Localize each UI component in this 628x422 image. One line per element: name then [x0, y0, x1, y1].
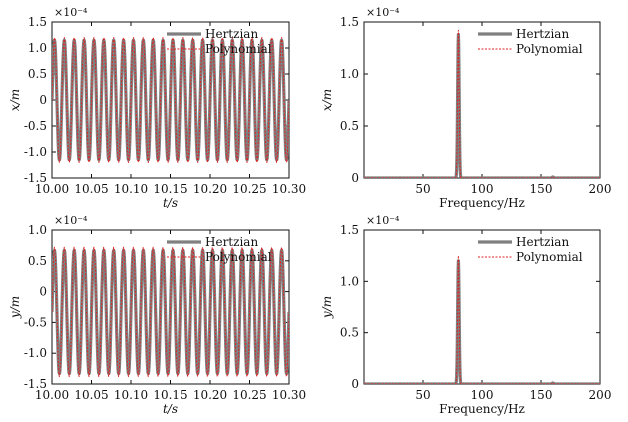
plot-area [52, 246, 289, 378]
y-tick-label: 1.0 [340, 274, 359, 288]
legend-label-polynomial: Polynomial [205, 250, 272, 264]
panel-x-time: 10.00 10.05 10.10 10.15 10.20 10.25 10.30 -1.5 -… [8, 6, 306, 210]
y-tick-label: 0.5 [340, 326, 359, 340]
x-axis-label: Frequency/Hz [439, 196, 525, 210]
x-tick-label: 150 [530, 388, 553, 402]
x-axis-label: t/s [163, 402, 178, 416]
y-tick-label: -0.5 [24, 315, 47, 329]
x-tick-label: 10.25 [232, 388, 266, 402]
y-axis-label: y/m [320, 296, 334, 319]
y-tick-label: 1.5 [340, 15, 359, 29]
x-tick-label: 100 [471, 182, 494, 196]
y-tick-label: 1.0 [28, 223, 47, 237]
axis-multiplier: ×10⁻⁴ [366, 6, 400, 19]
y-tick-label: -1.0 [24, 346, 47, 360]
y-tick-label: 0 [39, 285, 47, 299]
y-tick-label: 0.5 [28, 67, 47, 81]
x-tick-label: 200 [589, 388, 612, 402]
series-hertzian-line [364, 32, 600, 178]
x-tick-label: 10.30 [272, 388, 306, 402]
y-tick-label: 0 [351, 377, 359, 391]
legend-label-polynomial: Polynomial [205, 42, 272, 56]
x-tick-label: 10.10 [114, 182, 148, 196]
legend-label-polynomial: Polynomial [516, 42, 583, 56]
y-axis-label: y/m [8, 296, 22, 319]
x-tick-label: 10.05 [74, 182, 108, 196]
series-hertzian-line [364, 259, 600, 384]
y-tick-label: 1.0 [340, 67, 359, 81]
x-tick-label: 10.00 [35, 182, 69, 196]
x-tick-label: 50 [415, 388, 430, 402]
x-axis-label: Frequency/Hz [439, 402, 525, 416]
series-polynomial-line [52, 37, 289, 163]
x-tick-label: 10.00 [35, 388, 69, 402]
y-tick-label: 0 [351, 171, 359, 185]
axis-multiplier: ×10⁻⁴ [366, 214, 400, 227]
x-tick-label: 10.30 [272, 182, 306, 196]
x-tick-label: 10.10 [114, 388, 148, 402]
plot-area [52, 37, 289, 163]
legend-label-hertzian: Hertzian [205, 235, 258, 249]
y-tick-label: 0.5 [28, 254, 47, 268]
y-axis-label: x/m [320, 89, 334, 111]
y-tick-label: 0 [39, 93, 47, 107]
legend-label-polynomial: Polynomial [516, 250, 583, 264]
y-tick-label: 1.5 [28, 15, 47, 29]
y-tick-label: -1.5 [24, 377, 47, 391]
y-tick-label: -1.5 [24, 171, 47, 185]
x-axis-label: t/s [163, 196, 178, 210]
legend-label-hertzian: Hertzian [205, 27, 258, 41]
x-tick-label: 10.25 [232, 182, 266, 196]
panel-y-time: 10.00 10.05 10.10 10.15 10.20 10.25 10.30 -1.5 -… [8, 214, 306, 416]
series-polynomial-line [52, 246, 289, 378]
y-tick-label: -0.5 [24, 119, 47, 133]
y-axis-label: x/m [8, 89, 22, 111]
x-tick-label: 10.20 [193, 388, 227, 402]
series-polynomial-line [364, 255, 600, 384]
x-tick-label: 200 [589, 182, 612, 196]
x-tick-label: 10.05 [74, 388, 108, 402]
x-tick-label: 50 [415, 182, 430, 196]
x-tick-label: 10.20 [193, 182, 227, 196]
y-tick-label: 1.0 [28, 41, 47, 55]
series-hertzian-line [52, 38, 289, 162]
axis-multiplier: ×10⁻⁴ [54, 214, 88, 227]
panel-y-freq: 50 100 150 200 0 0.5 1.0 1.5 Frequency/Hz y/m ×10⁻… [320, 214, 611, 416]
y-tick-label: 1.5 [340, 223, 359, 237]
x-tick-label: 150 [530, 182, 553, 196]
x-tick-label: 10.15 [153, 182, 187, 196]
y-tick-label: 0.5 [340, 119, 359, 133]
axis-multiplier: ×10⁻⁴ [54, 6, 88, 19]
plot-area [364, 255, 600, 384]
legend-label-hertzian: Hertzian [516, 27, 569, 41]
x-tick-label: 10.15 [153, 388, 187, 402]
y-tick-label: -1.0 [24, 145, 47, 159]
panel-x-freq: 50 100 150 200 0 0.5 1.0 1.5 Frequency/Hz x/m ×10⁻… [320, 6, 611, 210]
legend-label-hertzian: Hertzian [516, 235, 569, 249]
x-tick-label: 100 [471, 388, 494, 402]
